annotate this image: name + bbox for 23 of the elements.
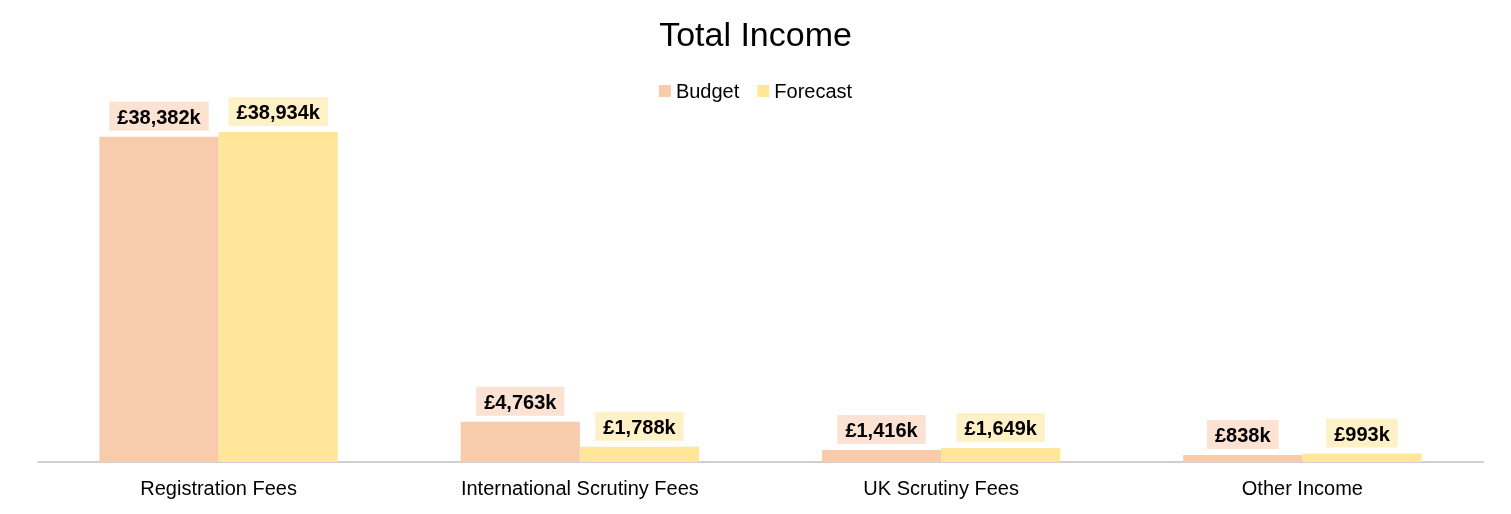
data-label: £1,788k	[603, 415, 677, 438]
data-label: £993k	[1334, 422, 1391, 445]
bar	[579, 446, 700, 462]
data-label: £38,934k	[236, 101, 321, 124]
bar	[821, 450, 942, 462]
legend-label: Budget	[675, 80, 740, 102]
x-tick-label: UK Scrutiny Fees	[863, 477, 1019, 499]
bar	[941, 448, 1061, 462]
bar	[218, 132, 338, 462]
bar	[460, 421, 580, 462]
data-label: £1,416k	[845, 419, 919, 441]
data-label: £838k	[1214, 423, 1272, 446]
bar	[1183, 454, 1303, 462]
data-label: £38,382k	[117, 105, 202, 128]
x-tick-label: Other Income	[1241, 477, 1363, 499]
chart-title: Total Income	[659, 15, 852, 53]
x-tick-label: International Scrutiny Fees	[460, 477, 699, 499]
x-tick-label: Registration Fees	[140, 477, 297, 499]
bar	[1302, 453, 1422, 462]
data-label: £1,649k	[964, 417, 1038, 440]
data-label: £4,763k	[484, 390, 558, 413]
legend-label: Forecast	[774, 80, 853, 102]
bar	[99, 136, 219, 462]
